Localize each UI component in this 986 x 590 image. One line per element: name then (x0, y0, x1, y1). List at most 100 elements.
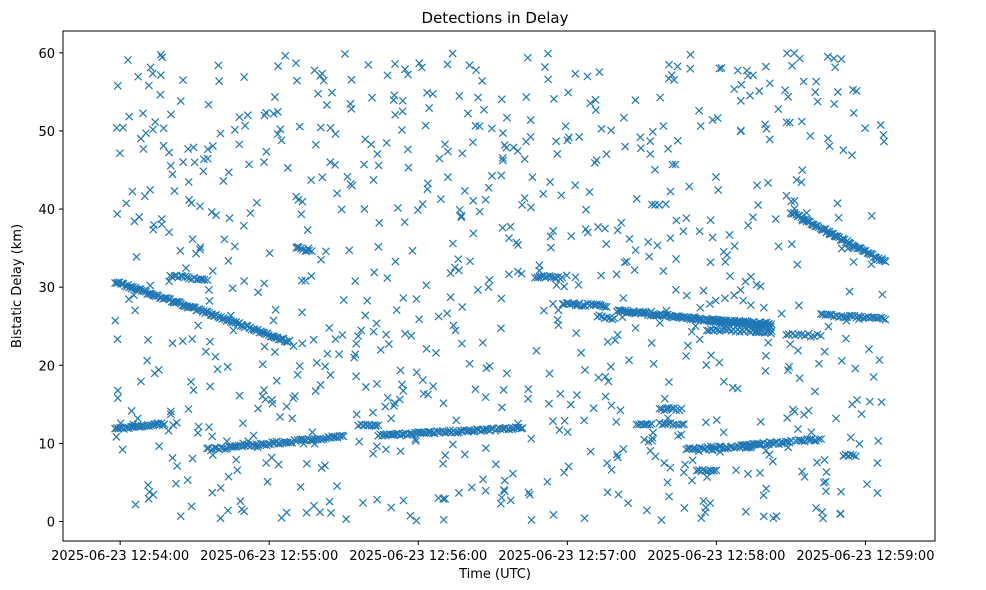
detection-marker (281, 51, 290, 60)
detection-marker (368, 93, 377, 102)
detection-marker (283, 163, 292, 172)
detection-marker (673, 136, 682, 145)
detection-marker (270, 347, 279, 357)
detection-marker (131, 500, 140, 509)
detection-marker (508, 469, 517, 478)
detection-marker (687, 327, 696, 336)
detection-marker (412, 516, 421, 525)
detection-marker (247, 325, 256, 334)
detection-marker (589, 404, 598, 413)
detection-marker (236, 497, 245, 506)
detection-marker (836, 510, 845, 519)
detection-marker (400, 65, 410, 74)
detection-marker (614, 490, 623, 499)
y-tick-label: 60 (38, 47, 55, 62)
detection-marker (833, 87, 842, 96)
detection-marker (454, 488, 463, 497)
detection-marker (352, 372, 361, 381)
detection-marker (787, 240, 796, 249)
detection-marker (491, 460, 500, 469)
detection-marker (216, 129, 225, 138)
detection-marker (682, 214, 691, 223)
detection-marker (825, 229, 834, 238)
detection-marker (664, 144, 673, 153)
detection-marker (540, 63, 549, 72)
detection-marker (855, 315, 864, 324)
detection-marker (744, 221, 753, 230)
detection-marker (651, 200, 660, 209)
detection-marker (655, 404, 664, 413)
detection-marker (699, 286, 708, 295)
detection-marker (269, 316, 278, 325)
detection-marker (479, 475, 488, 484)
detection-marker (497, 493, 506, 502)
detection-marker (297, 210, 306, 219)
detection-marker (211, 352, 220, 361)
detection-marker (351, 277, 360, 286)
detection-marker (277, 513, 286, 522)
detection-marker (203, 276, 212, 285)
detection-marker (798, 467, 807, 476)
detection-marker (172, 418, 181, 427)
detection-marker (118, 445, 127, 454)
detection-marker (713, 114, 722, 123)
detection-marker (318, 173, 327, 182)
detection-marker (375, 218, 384, 227)
detection-marker (571, 273, 580, 282)
detection-marker (499, 485, 509, 494)
detection-marker (649, 359, 658, 368)
detection-marker (260, 329, 269, 338)
detection-marker (235, 140, 244, 149)
detection-marker (798, 436, 807, 446)
detection-marker (725, 230, 734, 239)
detection-marker (373, 495, 382, 504)
detection-marker (522, 93, 531, 102)
detection-marker (439, 515, 448, 524)
detection-marker (346, 99, 355, 108)
detection-marker (369, 175, 378, 184)
detection-marker (793, 425, 803, 434)
detection-marker (879, 130, 888, 139)
detection-marker (265, 249, 274, 258)
detection-marker (702, 473, 712, 482)
detection-marker (128, 187, 137, 196)
detection-marker (695, 106, 704, 115)
detection-marker (807, 219, 816, 228)
detection-marker (239, 439, 248, 448)
detection-marker (818, 508, 827, 517)
detection-marker (382, 138, 391, 147)
detection-marker (470, 426, 479, 435)
detection-marker (549, 226, 558, 235)
detection-marker (767, 326, 776, 335)
detection-marker (666, 187, 675, 196)
detection-marker (682, 291, 691, 300)
detection-marker (767, 320, 776, 329)
detection-marker (580, 416, 589, 425)
detection-marker (567, 232, 576, 241)
detection-marker (823, 52, 832, 61)
detection-marker (787, 197, 796, 206)
detection-marker (513, 146, 522, 155)
detection-marker (603, 337, 612, 346)
detection-marker (664, 378, 673, 387)
detection-marker (443, 60, 452, 69)
detection-marker (659, 267, 668, 276)
detection-marker (706, 216, 715, 225)
detection-marker (457, 211, 466, 220)
detection-marker (824, 322, 833, 331)
detection-marker (316, 255, 326, 264)
detection-marker (224, 472, 233, 481)
detection-marker (754, 200, 763, 210)
detection-marker (350, 353, 359, 362)
detection-marker (159, 141, 168, 150)
detection-marker (480, 105, 489, 114)
detection-marker (224, 168, 233, 177)
detection-marker (113, 209, 122, 219)
detection-marker (113, 335, 122, 344)
detection-marker (571, 69, 580, 78)
detection-marker (663, 414, 672, 423)
detection-marker (846, 433, 855, 442)
detection-marker (863, 480, 872, 489)
detection-marker (845, 287, 854, 296)
detection-marker (525, 490, 534, 499)
